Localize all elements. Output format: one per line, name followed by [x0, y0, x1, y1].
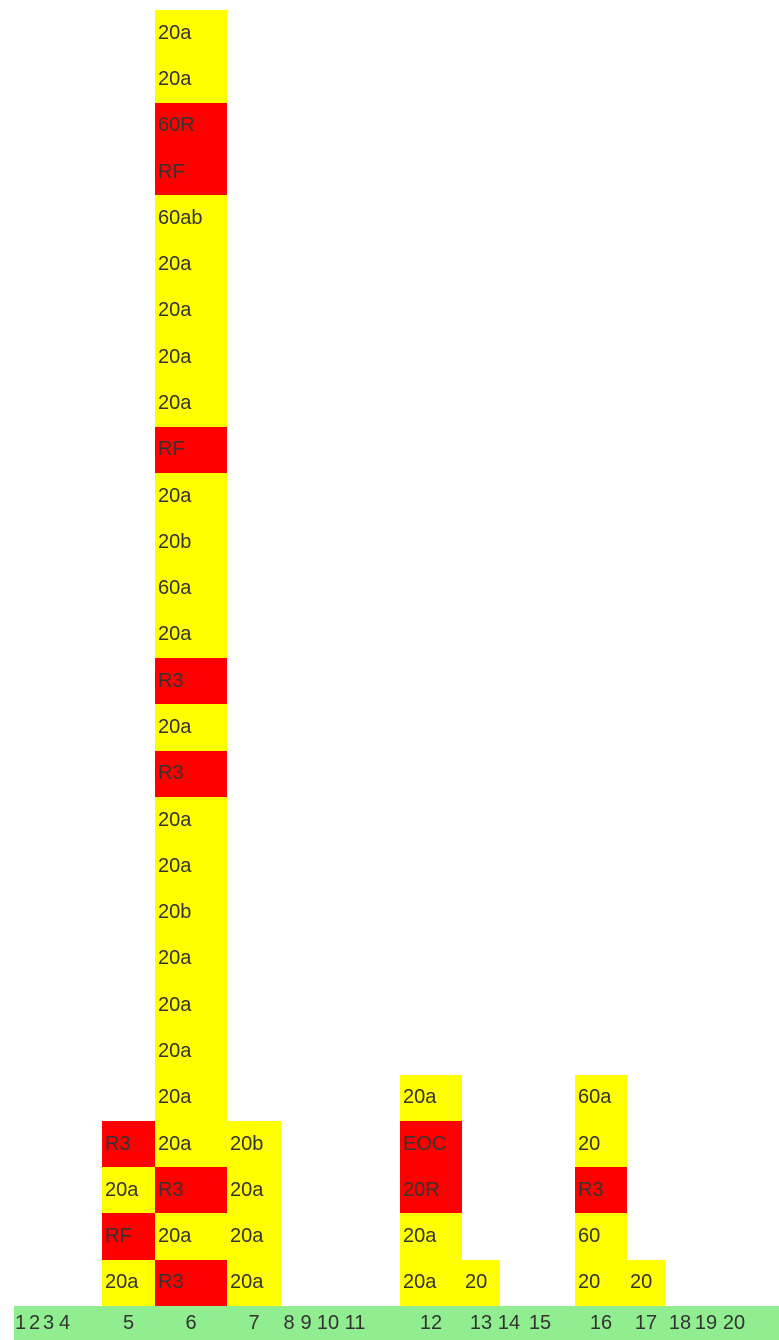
cell: 20b	[227, 1120, 281, 1168]
cell: 20a	[155, 843, 227, 890]
cell: 20a	[155, 334, 227, 381]
cell: RF	[102, 1213, 155, 1260]
cell: 20a	[227, 1167, 281, 1214]
column-label: 10	[316, 1311, 340, 1334]
column-label: 18	[668, 1311, 692, 1334]
cell: 60	[575, 1213, 627, 1260]
column-label: 13	[469, 1311, 493, 1334]
cell: 20a	[155, 56, 227, 103]
cell: 20a	[155, 472, 227, 520]
cell: R3	[155, 750, 227, 797]
cell: 20R	[400, 1167, 462, 1214]
cell: RF	[155, 149, 227, 196]
cell: 20a	[155, 704, 227, 751]
cell: RF	[155, 426, 227, 473]
cell: 20a	[227, 1213, 281, 1260]
cell: 20	[627, 1259, 665, 1306]
column-label: 11	[344, 1311, 366, 1334]
cell: 20a	[155, 1120, 227, 1168]
cell: 60a	[155, 565, 227, 612]
cell: 60ab	[155, 195, 227, 242]
cell: 60R	[155, 102, 227, 149]
column-label: 8	[283, 1311, 295, 1334]
cell: 20	[462, 1259, 500, 1306]
cell: EOC	[400, 1120, 462, 1168]
column-label: 4	[58, 1311, 71, 1334]
column-label: 14	[497, 1311, 521, 1334]
cell: 20a	[155, 796, 227, 844]
cell: 20a	[155, 1028, 227, 1075]
cell: 20a	[155, 380, 227, 427]
cell: 20a	[155, 1074, 227, 1121]
cell: 20a	[102, 1259, 155, 1306]
cell: 20a	[155, 935, 227, 983]
footer-bar	[14, 1306, 779, 1340]
column-label: 17	[634, 1311, 658, 1334]
cell: R3	[155, 1167, 227, 1214]
column-label: 6	[185, 1311, 197, 1334]
column-label: 7	[248, 1311, 260, 1334]
column-label: 9	[300, 1311, 312, 1334]
cell: R3	[575, 1167, 627, 1214]
column-label: 15	[528, 1311, 552, 1334]
cell: 20b	[155, 889, 227, 936]
cell: 20a	[155, 287, 227, 335]
cell: 60a	[575, 1074, 627, 1121]
cell: 20a	[102, 1167, 155, 1214]
cell: R3	[155, 1259, 227, 1306]
cell: 20a	[155, 611, 227, 659]
column-label: 5	[122, 1311, 135, 1334]
column-label: 2	[28, 1311, 41, 1334]
column-label: 12	[419, 1311, 443, 1334]
cell: 20a	[155, 241, 227, 288]
cell: 20	[575, 1120, 627, 1168]
cell: 20b	[155, 519, 227, 566]
cell: 20a	[155, 982, 227, 1029]
cell: 20	[575, 1259, 627, 1306]
cell: 20a	[400, 1213, 462, 1260]
cell: 20a	[155, 10, 227, 57]
column-label: 1	[14, 1311, 27, 1334]
cell: R3	[102, 1120, 155, 1168]
column-label: 19	[694, 1311, 718, 1334]
cell: R3	[155, 658, 227, 705]
column-label: 3	[42, 1311, 55, 1334]
cell: 20a	[400, 1074, 462, 1121]
cell: 20a	[227, 1259, 281, 1306]
cell: 20a	[400, 1259, 462, 1306]
column-label: 16	[589, 1311, 613, 1334]
column-label: 20	[722, 1311, 746, 1334]
cell: 20a	[155, 1213, 227, 1260]
